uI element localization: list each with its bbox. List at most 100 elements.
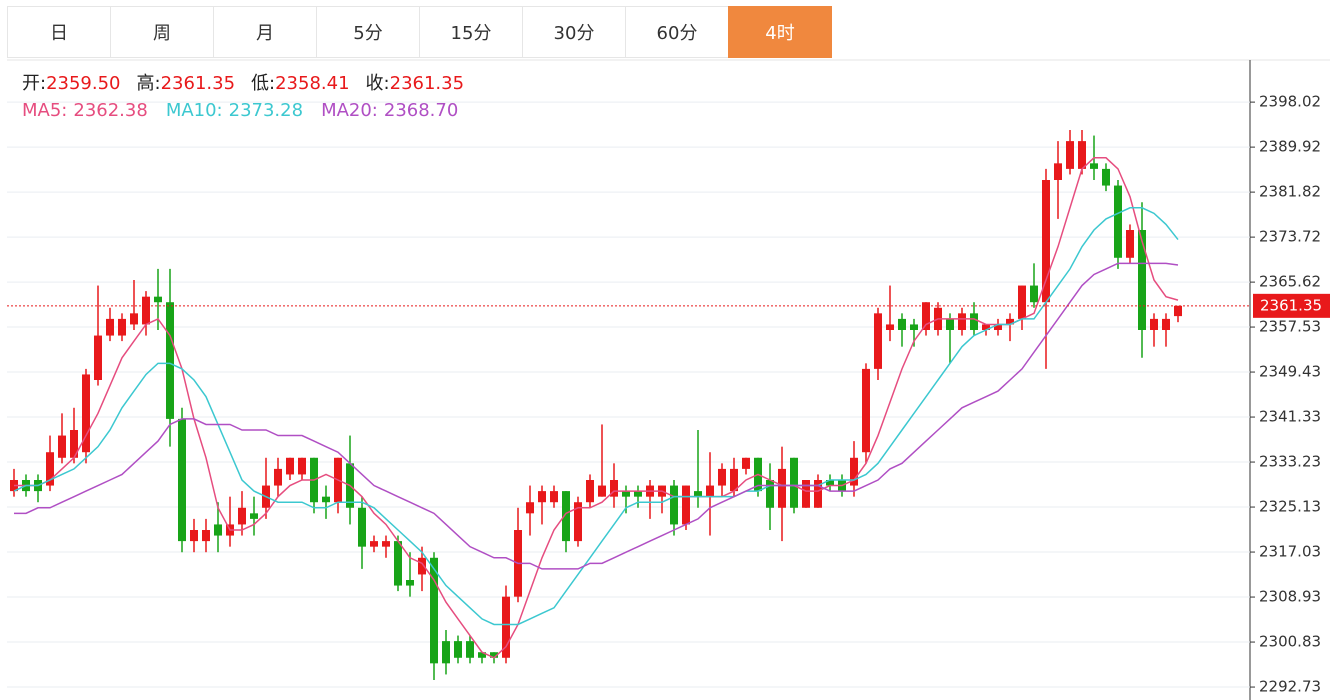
info-value: 2361.35	[390, 73, 464, 94]
candle-body	[490, 652, 498, 658]
y-tick-label: 2317.03	[1259, 543, 1321, 561]
candle-body	[586, 480, 594, 503]
tab[interactable]: 15分	[419, 6, 523, 58]
y-tick-label: 2292.73	[1259, 678, 1321, 696]
info-label: 高:	[137, 73, 161, 94]
candle-body	[634, 491, 642, 497]
candle-body	[1054, 163, 1062, 180]
candle-body	[946, 318, 954, 330]
y-tick-label: 2365.62	[1259, 273, 1321, 291]
candle-body	[694, 491, 702, 497]
candle-body	[970, 313, 978, 330]
candle-body	[718, 468, 726, 486]
candle-body	[214, 524, 222, 536]
y-tick-label: 2389.92	[1259, 138, 1321, 156]
info-value: 2361.35	[161, 73, 235, 94]
candle-body	[1006, 318, 1014, 325]
candle-body	[502, 596, 510, 658]
candle-body	[898, 318, 906, 330]
candle-body	[1102, 168, 1110, 186]
candle-body	[850, 457, 858, 486]
candle-body	[526, 502, 534, 514]
candle-body	[46, 452, 54, 486]
tab[interactable]: 30分	[522, 6, 626, 58]
ma-line	[13, 207, 1179, 626]
y-tick-label: 2373.72	[1259, 228, 1321, 246]
candle-body	[142, 296, 150, 325]
candle-body	[166, 302, 174, 419]
y-tick-label: 2357.53	[1259, 318, 1321, 336]
candle-body	[1018, 285, 1026, 319]
tab-bar: 日周月 5分 15分 30分 60分 4时	[7, 6, 832, 58]
info-value: 2358.41	[275, 73, 349, 94]
legend-name: MA20:	[321, 100, 378, 121]
candle-body	[370, 541, 378, 547]
candle-body	[802, 480, 810, 508]
candle-body	[1114, 185, 1122, 258]
info-value: 2359.50	[46, 73, 120, 94]
candle-body	[70, 430, 78, 458]
candle-body	[994, 324, 1002, 330]
candle-body	[1162, 318, 1170, 330]
info-label: 开:	[22, 73, 46, 94]
candle-body	[826, 480, 834, 486]
ma-line	[14, 157, 1179, 659]
ma-legend: MA5: 2362.38 MA10: 2373.28 MA20: 2368.70	[22, 100, 458, 121]
y-tick-label: 2325.13	[1259, 498, 1321, 516]
candle-body	[766, 480, 774, 508]
tab[interactable]: 5分	[316, 6, 420, 58]
candle-body	[274, 468, 282, 486]
y-tick-label: 2381.82	[1259, 183, 1321, 201]
candle-body	[574, 502, 582, 542]
candle-body	[442, 641, 450, 664]
candle-body	[394, 541, 402, 586]
candle-body	[874, 313, 882, 369]
candle-body	[682, 485, 690, 525]
candle-body	[118, 318, 126, 336]
candle-body	[190, 530, 198, 542]
legend-name: MA10:	[166, 100, 223, 121]
candle-body	[1030, 285, 1038, 303]
candle-body	[1174, 305, 1182, 317]
candle-body	[1042, 180, 1050, 303]
legend-name: MA5:	[22, 100, 67, 121]
candle-body	[622, 491, 630, 497]
candle-body	[862, 368, 870, 453]
candle-body	[202, 530, 210, 542]
candle-body	[598, 485, 606, 497]
y-tick-label: 2349.43	[1259, 363, 1321, 381]
candle-body	[706, 485, 714, 497]
candle-body	[1078, 141, 1086, 169]
candle-body	[94, 335, 102, 380]
candle-body	[958, 313, 966, 330]
candle-body	[922, 302, 930, 330]
candle-body	[1150, 318, 1158, 330]
candle-body	[610, 480, 618, 497]
candle-body	[982, 324, 990, 330]
tab[interactable]: 60分	[625, 6, 729, 58]
candle-body	[562, 491, 570, 542]
info-label: 收:	[366, 73, 390, 94]
y-tick-label: 2308.93	[1259, 588, 1321, 606]
candle-body	[1138, 230, 1146, 330]
candle-body	[406, 580, 414, 586]
tab[interactable]: 日	[7, 6, 111, 58]
legend-value: 2373.28	[229, 100, 303, 121]
candle-body	[238, 507, 246, 525]
legend-value: 2362.38	[73, 100, 147, 121]
candle-body	[886, 324, 894, 330]
tab[interactable]: 月	[213, 6, 317, 58]
candle-body	[82, 374, 90, 453]
candle-body	[1090, 163, 1098, 169]
tab[interactable]: 4时	[728, 6, 832, 58]
candle-body	[106, 318, 114, 336]
candle-body	[430, 557, 438, 664]
candle-body	[1126, 230, 1134, 258]
tab[interactable]: 周	[110, 6, 214, 58]
candle-body	[466, 641, 474, 658]
candle-body	[286, 457, 294, 475]
price-label-box	[1253, 293, 1330, 318]
candle-body	[154, 296, 162, 303]
